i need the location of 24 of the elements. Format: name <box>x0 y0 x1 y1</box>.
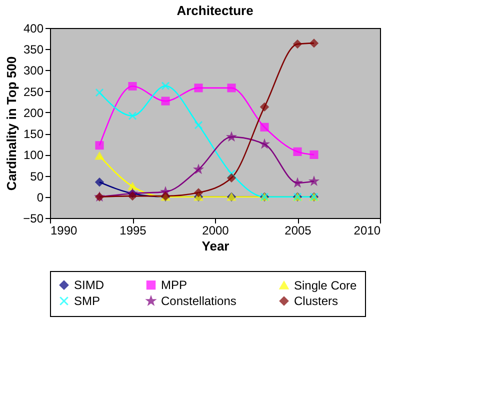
y-tick-label: 300 <box>23 64 44 78</box>
y-tick-label: 100 <box>23 148 44 162</box>
x-tick-label: 2010 <box>354 224 381 238</box>
y-tick-label: 50 <box>30 169 44 184</box>
legend-label: Single Core <box>294 278 358 292</box>
y-tick-label: 150 <box>23 127 44 142</box>
x-tick-label: 2000 <box>202 224 230 238</box>
y-tick-label: 350 <box>23 42 44 57</box>
legend-label: MPP <box>161 278 188 292</box>
y-tick-label: 400 <box>23 22 44 36</box>
legend-label: Constellations <box>161 294 236 308</box>
x-axis-title: Year <box>202 238 230 254</box>
x-tick-label: 2005 <box>284 224 312 238</box>
x-tick-label: 1990 <box>50 224 78 238</box>
x-tick-label: 1995 <box>120 224 147 238</box>
chart-title: Architecture <box>176 3 254 18</box>
legend-label: Clusters <box>294 294 338 308</box>
y-tick-label: 200 <box>23 106 44 120</box>
y-axis-title: Cardinality in Top 500 <box>4 56 20 191</box>
y-tick-label: 0 <box>36 190 44 204</box>
y-tick-label: −50 <box>23 212 44 226</box>
legend-label: SMP <box>74 294 100 308</box>
legend-label: SIMD <box>74 278 104 292</box>
y-tick-label: 250 <box>23 84 44 99</box>
